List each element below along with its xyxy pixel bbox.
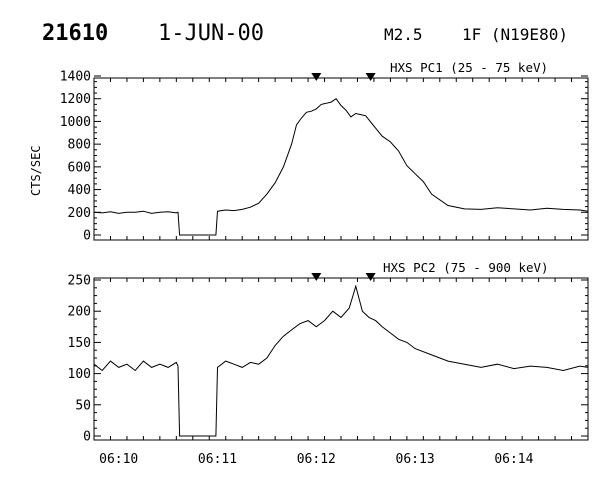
x-tick-label: 06:12 — [297, 452, 336, 467]
x-tick-label: 06:13 — [396, 452, 435, 467]
panel1-title: HXS PC1 (25 - 75 keV) — [390, 60, 548, 75]
time-marker — [311, 73, 322, 81]
event-date: 1-JUN-00 — [158, 21, 264, 46]
y-tick-label: 50 — [75, 398, 91, 413]
y-tick-label: 1000 — [60, 115, 91, 130]
x-tick-label: 06:14 — [494, 452, 533, 467]
y-tick-label: 150 — [68, 336, 91, 351]
y-tick-label: 200 — [68, 206, 91, 221]
plot-frame — [93, 277, 589, 441]
time-marker — [365, 73, 376, 81]
y-tick-label: 400 — [68, 183, 91, 198]
y-tick-label: 200 — [68, 305, 91, 320]
panel-pc2: 0 50 100 150 200 250 06:10 06:11 06:12 06:13 06:14 — [68, 273, 589, 467]
y-axis-label: CTS/SEC — [29, 145, 43, 196]
y-tick-label: 1400 — [60, 70, 91, 85]
y-tick-label: 0 — [83, 430, 91, 445]
y-tick-label: 250 — [68, 274, 91, 289]
x-tick-label: 06:11 — [198, 452, 237, 467]
y-tick-label: 1200 — [60, 92, 91, 107]
optical-class: 1F (N19E80) — [462, 25, 568, 44]
y-tick-label: 800 — [68, 138, 91, 153]
series-line — [93, 98, 589, 236]
series-line — [93, 284, 589, 437]
x-tick-label: 06:10 — [99, 452, 138, 467]
panel2-title: HXS PC2 (75 - 900 keV) — [383, 260, 549, 275]
plot-frame — [93, 77, 589, 241]
event-number: 21610 — [42, 21, 108, 46]
time-marker — [311, 273, 322, 281]
y-tick-label: 600 — [68, 160, 91, 175]
time-marker — [365, 273, 376, 281]
flare-class: M2.5 — [384, 25, 423, 44]
y-tick-label: 0 — [83, 229, 91, 244]
panel-pc1: 0 200 400 600 800 1000 1200 1400 — [60, 70, 589, 244]
y-tick-label: 100 — [68, 367, 91, 382]
